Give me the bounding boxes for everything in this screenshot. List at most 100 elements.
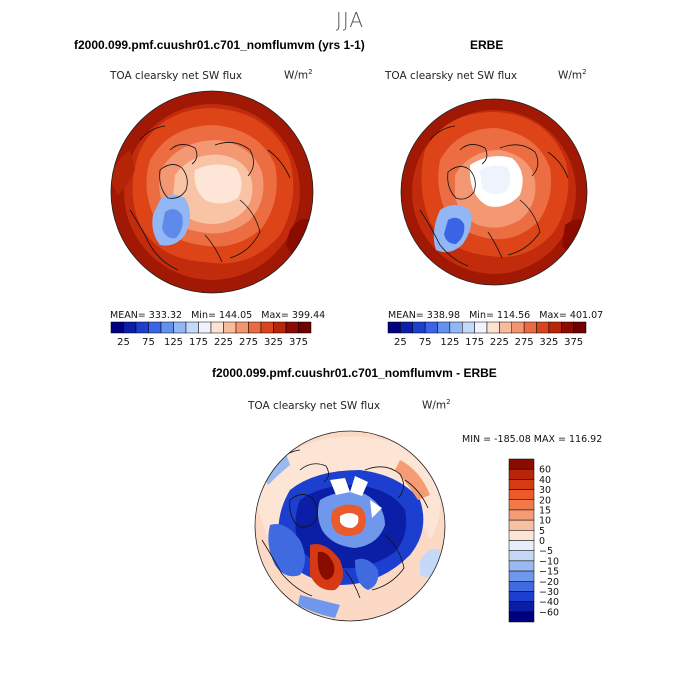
difference-colorbar-swatch bbox=[508, 530, 535, 541]
panel1-colorbar-tick-label: 325 bbox=[264, 337, 283, 348]
panel2-colorbar-swatch bbox=[437, 321, 451, 334]
difference-colorbar-swatch bbox=[508, 570, 535, 582]
difference-colorbar-tick-label: −10 bbox=[539, 556, 559, 567]
panel2-units: W/m2 bbox=[558, 68, 587, 82]
panel2-title: ERBE bbox=[470, 38, 504, 52]
panel2-colorbar-tick-label: 225 bbox=[490, 337, 509, 348]
panel1-colorbar-swatch bbox=[298, 321, 312, 334]
panel1-colorbar-swatch bbox=[198, 321, 212, 334]
panel1-units: W/m2 bbox=[284, 68, 313, 82]
panel1-colorbar-tick-label: 175 bbox=[189, 337, 208, 348]
panel1-min: 144.05 bbox=[218, 310, 253, 321]
panel2-polar-map bbox=[401, 99, 587, 285]
difference-map-outline bbox=[254, 430, 446, 622]
difference-colorbar-swatch bbox=[508, 519, 535, 531]
difference-title: f2000.099.pmf.cuushr01.c701_nomflumvm - … bbox=[212, 366, 497, 380]
panel2-colorbar-swatch bbox=[499, 321, 512, 334]
panel1-colorbar-swatch bbox=[135, 321, 149, 334]
difference-colorbar-tick-label: 0 bbox=[539, 536, 545, 547]
panel1-colorbar-swatch bbox=[285, 321, 299, 334]
panel2-colorbar-swatch bbox=[400, 321, 413, 334]
difference-colorbar-tick-label: 10 bbox=[539, 516, 551, 527]
panel2-colorbar-tick-label: 175 bbox=[465, 337, 484, 348]
panel1-colorbar-swatch bbox=[173, 321, 187, 334]
panel2-colorbar-swatch bbox=[486, 321, 500, 334]
difference-colorbar-swatch bbox=[508, 479, 535, 490]
panel1-colorbar-swatch bbox=[148, 321, 162, 334]
panel1-polar-map bbox=[111, 91, 313, 293]
panel2-colorbar-swatch bbox=[536, 321, 550, 334]
difference-colorbar-swatch bbox=[508, 489, 535, 500]
difference-colorbar-swatch bbox=[508, 611, 535, 623]
difference-colorbar-tick-label: 40 bbox=[539, 475, 551, 486]
panel2-colorbar-swatch bbox=[387, 321, 401, 334]
panel2-colorbar: 25 75 125 175 225 275 325 375 bbox=[387, 321, 587, 348]
panel1-colorbar-swatch bbox=[160, 321, 174, 334]
difference-variable-label: TOA clearsky net SW flux bbox=[248, 400, 381, 412]
panel1-colorbar-tick-label: 225 bbox=[214, 337, 233, 348]
season-title: JJA bbox=[335, 8, 365, 32]
panel1-mean: 333.32 bbox=[148, 310, 183, 321]
panel1-colorbar-swatch bbox=[210, 321, 224, 334]
panel2-colorbar-tick-label: 275 bbox=[515, 337, 534, 348]
difference-colorbar-swatch bbox=[508, 499, 535, 511]
difference-stats: MIN = -185.08 MAX = 116.92 bbox=[462, 434, 603, 445]
panel1-max: 399.44 bbox=[291, 310, 326, 321]
panel1-colorbar-swatch bbox=[223, 321, 237, 334]
difference-polar-map bbox=[255, 431, 445, 621]
panel2-colorbar-swatch bbox=[573, 321, 587, 334]
difference-units: W/m2 bbox=[422, 398, 451, 412]
panel1-title: f2000.099.pmf.cuushr01.c701_nomflumvm (y… bbox=[74, 38, 365, 52]
difference-colorbar-swatch bbox=[508, 458, 535, 470]
panel2-map-outline bbox=[400, 98, 588, 286]
panel2-colorbar-tick-label: 25 bbox=[394, 337, 407, 348]
panel1-colorbar-swatch bbox=[260, 321, 274, 334]
difference-colorbar-tick-label: −5 bbox=[539, 546, 553, 557]
panel2-mean: 338.98 bbox=[426, 310, 461, 321]
panel2-variable-label: TOA clearsky net SW flux bbox=[385, 70, 518, 82]
difference-colorbar-swatch bbox=[508, 550, 535, 562]
difference-colorbar-tick-label: −40 bbox=[539, 597, 559, 608]
panel1-variable-label: TOA clearsky net SW flux bbox=[110, 70, 243, 82]
difference-colorbar-tick-label: 5 bbox=[539, 526, 545, 537]
panel1-colorbar-swatch bbox=[235, 321, 249, 334]
panel1-colorbar-swatch bbox=[110, 321, 124, 334]
panel1-colorbar-tick-label: 275 bbox=[239, 337, 258, 348]
panel1-colorbar-tick-label: 25 bbox=[117, 337, 130, 348]
difference-colorbar-swatch bbox=[508, 591, 535, 602]
panel2-colorbar-swatch bbox=[523, 321, 537, 334]
difference-colorbar-swatch bbox=[508, 601, 535, 613]
panel1-map-outline bbox=[110, 90, 314, 294]
panel2-stats: MEAN= 338.98 Min= 114.56 Max= 401.07 bbox=[388, 310, 604, 321]
panel2-colorbar-swatch bbox=[462, 321, 475, 334]
difference-colorbar-tick-label: −20 bbox=[539, 577, 559, 588]
difference-colorbar-tick-label: −60 bbox=[539, 607, 559, 618]
panel2-colorbar-tick-label: 125 bbox=[440, 337, 459, 348]
panel1-colorbar-tick-label: 75 bbox=[142, 337, 155, 348]
difference-colorbar-swatch bbox=[508, 581, 535, 592]
panel2-colorbar-swatch bbox=[424, 321, 438, 334]
panel1-colorbar-swatch bbox=[185, 321, 199, 334]
difference-colorbar-tick-label: 30 bbox=[539, 485, 551, 496]
panel2-colorbar-tick-label: 325 bbox=[539, 337, 558, 348]
panel2-colorbar-tick-label: 75 bbox=[419, 337, 432, 348]
difference-colorbar-tick-label: 15 bbox=[539, 505, 551, 516]
panel2-colorbar-tick-label: 375 bbox=[564, 337, 583, 348]
panel2-colorbar-swatch bbox=[511, 321, 525, 334]
panel1-colorbar-swatch bbox=[123, 321, 137, 334]
panel2-min: 114.56 bbox=[496, 310, 531, 321]
panel2-colorbar-swatch bbox=[449, 321, 463, 334]
difference-colorbar-tick-label: −30 bbox=[539, 587, 559, 598]
panel1-colorbar-swatch bbox=[273, 321, 287, 334]
panel2-colorbar-swatch bbox=[474, 321, 488, 334]
difference-colorbar-tick-label: 20 bbox=[539, 495, 551, 506]
difference-colorbar-swatch bbox=[508, 468, 535, 480]
difference-colorbar-swatch bbox=[508, 509, 535, 521]
difference-colorbar-swatch bbox=[508, 560, 535, 572]
panel1-colorbar-tick-label: 125 bbox=[164, 337, 183, 348]
panel2-colorbar-swatch bbox=[561, 321, 574, 334]
difference-colorbar-tick-label: 60 bbox=[539, 465, 551, 476]
difference-colorbar-tick-label: −15 bbox=[539, 567, 559, 578]
